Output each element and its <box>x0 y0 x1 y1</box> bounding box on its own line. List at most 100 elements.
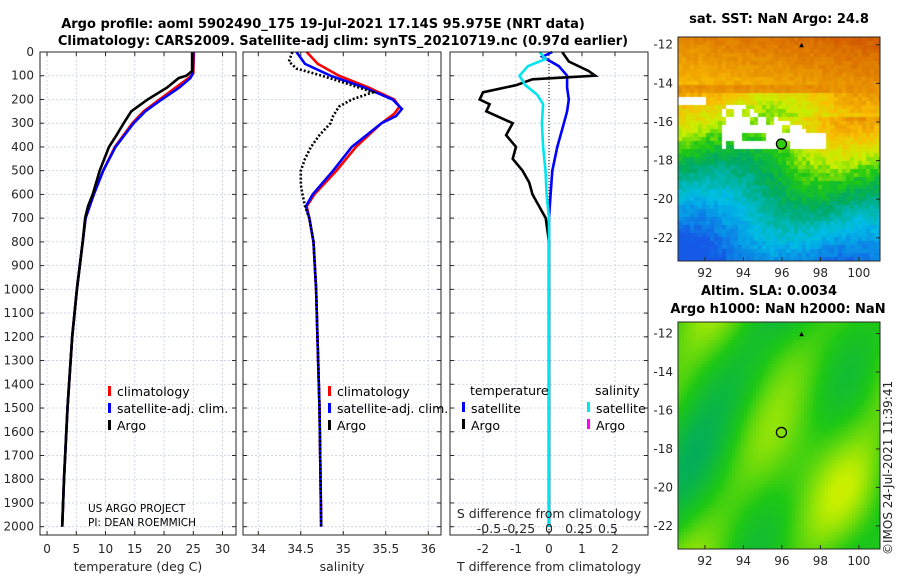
lon-tick-label: 96 <box>774 266 789 280</box>
series-s-satellite <box>517 51 551 527</box>
y-tick-label: 0 <box>26 45 34 59</box>
lon-tick-label: 96 <box>774 554 789 568</box>
x-tick-label: 10 <box>98 542 113 556</box>
x-tick-label: 0 <box>43 542 51 556</box>
title-line1: Argo profile: aoml 5902490_175 19-Jul-20… <box>61 17 585 32</box>
legend-label: Argo <box>337 418 366 433</box>
legend-swatch <box>462 419 465 429</box>
y-tick-label: 1400 <box>3 377 34 391</box>
x-tick-label: -1 <box>510 542 522 556</box>
lat-tick-label: -14 <box>653 365 673 379</box>
legend-label: satellite <box>596 401 646 416</box>
legend-swatch <box>328 386 331 396</box>
x-tick-label: 34 <box>251 542 266 556</box>
series-argo <box>60 52 194 527</box>
legend-title-salinity: salinity <box>595 383 640 398</box>
y-tick-label: 400 <box>11 140 34 154</box>
legend-label: Argo <box>471 418 500 433</box>
salinity-profile-panel: 34 34.5 35 35.5 36 salinity <box>242 51 442 574</box>
pi-note: PI: DEAN ROEMMICH <box>88 517 196 529</box>
y-tick-label: 1300 <box>3 354 34 368</box>
y-tick-label: 1000 <box>3 282 34 296</box>
y-tick-label: 1900 <box>3 496 34 510</box>
x-tick-label: 35 <box>336 542 351 556</box>
map-frame <box>677 321 881 550</box>
x-tick-label: 20 <box>156 542 171 556</box>
lat-tick-label: -18 <box>653 154 673 168</box>
axes-box <box>449 51 649 536</box>
x-tick-label: 15 <box>127 542 142 556</box>
lat-tick-label: -16 <box>653 403 673 417</box>
x-tick-label: 34.5 <box>287 542 314 556</box>
s-tick-label: 0.25 <box>565 521 593 536</box>
lat-tick-label: -14 <box>653 76 673 90</box>
lat-tick-label: -12 <box>653 38 673 52</box>
x-tick-label: 35.5 <box>372 542 399 556</box>
x-axis-label: temperature (deg C) <box>74 559 203 574</box>
top-axis-label: S difference from climatology <box>457 506 642 521</box>
map-frame <box>677 36 881 262</box>
x-tick-label: 25 <box>186 542 201 556</box>
series-t-argo <box>477 51 599 527</box>
y-tick-label: 900 <box>11 259 34 273</box>
lon-tick-label: 98 <box>813 554 828 568</box>
y-tick-label: 100 <box>11 69 34 83</box>
axes-box <box>39 51 237 536</box>
lon-tick-label: 92 <box>697 554 712 568</box>
x-tick-label: 0 <box>545 542 553 556</box>
y-tick-label: 1100 <box>3 306 34 320</box>
x-axis-label: salinity <box>320 559 365 574</box>
lat-tick-label: -20 <box>653 192 673 206</box>
y-tick-label: 200 <box>11 92 34 106</box>
y-tick-label: 1200 <box>3 330 34 344</box>
legend-swatch <box>108 420 111 430</box>
difference-profile-panel: -2 -1 0 1 2 T difference from climatology <box>449 50 649 574</box>
x-axis-label: T difference from climatology <box>456 559 642 574</box>
legend-swatch <box>587 402 590 412</box>
x-tick-label: 36 <box>421 542 436 556</box>
sst-map-title: sat. SST: NaN Argo: 24.8 <box>689 12 869 27</box>
axes-box <box>242 51 442 536</box>
legend-label: satellite-adj. clim. <box>337 401 448 416</box>
lon-tick-label: 94 <box>736 266 751 280</box>
sla-map-image <box>678 322 880 549</box>
lon-tick-label: 94 <box>736 554 751 568</box>
float-position-marker <box>775 138 788 150</box>
s-tick-label: 0.5 <box>598 521 618 536</box>
y-tick-label: 300 <box>11 116 34 130</box>
track-marker-icon: ▲ <box>799 330 804 337</box>
sst-map: 92 94 96 98 100 -12 -14 -16 -18 -20 -22 ▲ <box>653 36 881 280</box>
project-note: US ARGO PROJECT <box>88 503 186 515</box>
lat-tick-label: -22 <box>653 231 673 245</box>
title-line2: Climatology: CARS2009. Satellite-adj cli… <box>58 34 628 49</box>
s-tick-label: -0.25 <box>503 521 535 536</box>
s-tick-label: -0.5 <box>477 521 501 536</box>
y-tick-label: 2000 <box>3 520 34 534</box>
legend-label: Argo <box>117 418 146 433</box>
lat-tick-label: -22 <box>653 519 673 533</box>
legend-label: Argo <box>596 418 625 433</box>
legend-label: satellite <box>471 401 521 416</box>
sla-map: 92 94 96 98 100 -12 -14 -16 -18 -20 -22 ▲ <box>653 321 881 568</box>
lon-tick-label: 92 <box>697 266 712 280</box>
series-argo <box>287 51 378 527</box>
y-tick-label: 500 <box>11 164 34 178</box>
lat-tick-label: -16 <box>653 115 673 129</box>
sla-map-title-line1: Altim. SLA: 0.0034 <box>701 284 837 299</box>
lat-tick-label: -12 <box>653 327 673 341</box>
legend-label: satellite-adj. clim. <box>117 401 228 416</box>
legend-swatch <box>108 403 111 413</box>
legend-swatch <box>108 386 111 396</box>
track-marker-icon: ▲ <box>799 42 804 49</box>
y-tick-label: 600 <box>11 187 34 201</box>
legend-label: climatology <box>337 384 410 399</box>
lat-tick-label: -20 <box>653 480 673 494</box>
x-tick-label: 5 <box>72 542 80 556</box>
y-tick-label: 800 <box>11 235 34 249</box>
lon-tick-label: 100 <box>847 554 870 568</box>
legend-swatch <box>587 419 590 429</box>
x-tick-label: 30 <box>215 542 230 556</box>
lon-tick-label: 98 <box>813 266 828 280</box>
x-tick-label: -2 <box>477 542 489 556</box>
